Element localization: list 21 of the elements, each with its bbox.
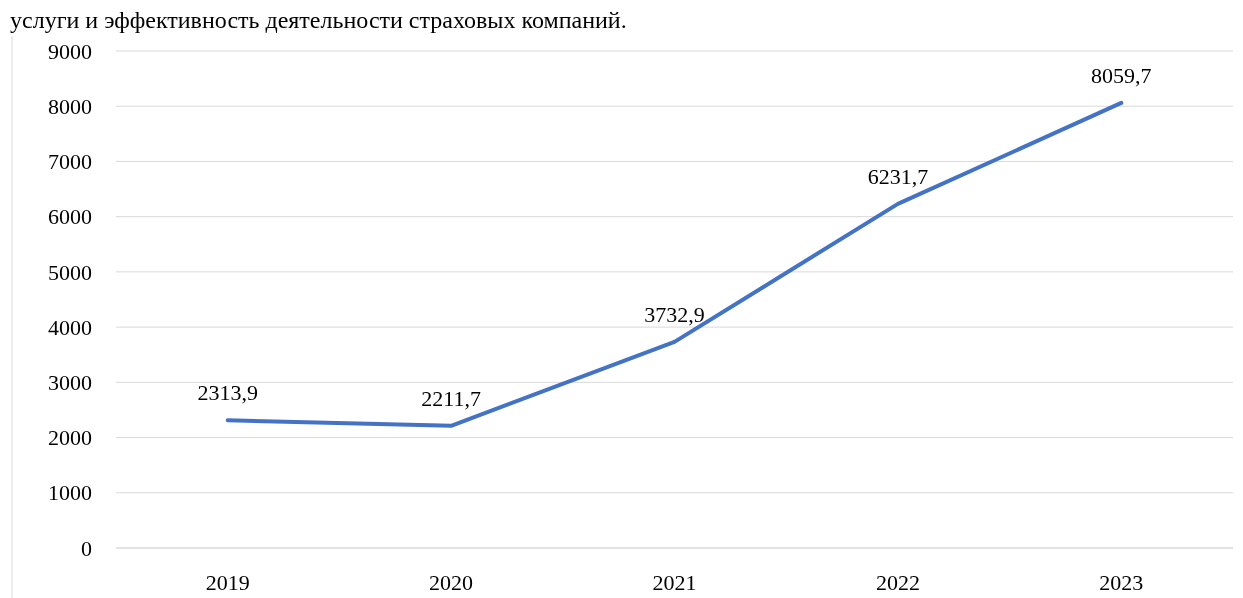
y-tick-label: 0 <box>81 535 92 561</box>
x-tick-label: 2020 <box>429 570 474 595</box>
y-tick-label: 6000 <box>48 204 92 230</box>
text: услуги и эффективность деятельности страховых компаний. <box>10 7 627 33</box>
text: 2211,7 <box>421 385 481 411</box>
y-tick-label: 1000 <box>48 480 92 506</box>
text: 2313,9 <box>197 380 258 406</box>
x-tick-label: 2023 <box>1099 570 1144 595</box>
x-tick-label: 2021 <box>652 570 697 595</box>
y-tick-label: 7000 <box>48 149 92 175</box>
y-tick-label: 2000 <box>48 425 92 451</box>
x-tick-label: 2019 <box>205 570 250 595</box>
y-tick-label: 4000 <box>48 314 92 340</box>
y-tick-label: 9000 <box>48 38 92 64</box>
text: 3732,9 <box>644 301 705 327</box>
text: 8059,7 <box>1091 62 1152 88</box>
x-tick-label: 2022 <box>875 570 920 595</box>
y-tick-label: 8000 <box>48 93 92 119</box>
text: 6231,7 <box>867 163 929 189</box>
y-tick-label: 3000 <box>48 370 92 396</box>
y-tick-label: 5000 <box>48 259 92 285</box>
